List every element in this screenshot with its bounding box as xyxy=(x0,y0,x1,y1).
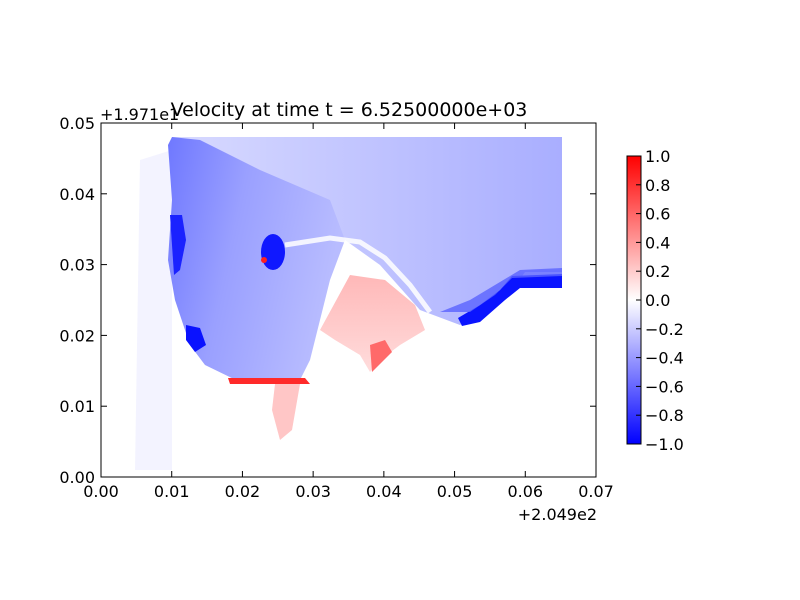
heatmap-positive-plume xyxy=(320,275,425,372)
colorbar-tick-label: 0.8 xyxy=(645,176,670,195)
x-axis: 0.00 0.01 0.02 0.03 0.04 0.05 0.06 0.07 xyxy=(83,123,614,501)
y-offset-label: +1.971e1 xyxy=(100,105,179,124)
heatmap-main-basin xyxy=(168,137,345,382)
y-tick-label: 0.02 xyxy=(59,326,95,345)
colorbar-tick-label: −0.4 xyxy=(645,349,684,368)
colorbar-tick-label: −0.6 xyxy=(645,377,684,396)
heatmap-strong-negative-west xyxy=(170,215,186,275)
colorbar-tick-label: 1.0 xyxy=(645,147,670,166)
x-tick-label: 0.04 xyxy=(366,482,402,501)
x-tick-label: 0.01 xyxy=(154,482,190,501)
y-tick-label: 0.04 xyxy=(59,185,95,204)
plot-frame xyxy=(100,122,597,478)
colorbar-tick-label: 0.2 xyxy=(645,262,670,281)
heatmap-plume-core xyxy=(370,340,392,372)
x-tick-label: 0.05 xyxy=(437,482,473,501)
x-tick-label: 0.02 xyxy=(225,482,261,501)
colorbar-tick-label: −1.0 xyxy=(645,435,684,454)
heatmap-field xyxy=(135,137,562,470)
colorbar-ticks: 1.0 0.8 0.6 0.4 0.2 0.0 −0.2 −0.4 −0.6 −0.8 −1.0 xyxy=(636,147,684,454)
heatmap-strong-negative-sw xyxy=(186,325,206,352)
x-tick-label: 0.07 xyxy=(578,482,614,501)
chart-title: Velocity at time t = 6.52500000e+03 xyxy=(171,99,528,121)
colorbar-tick-label: 0.4 xyxy=(645,233,670,252)
x-offset-label: +2.049e2 xyxy=(518,505,597,524)
y-tick-label: 0.03 xyxy=(59,256,95,275)
heatmap-negative-east-halo xyxy=(440,268,562,312)
y-tick-label: 0.05 xyxy=(59,114,95,133)
heatmap-eddy xyxy=(261,234,285,270)
colorbar-tick-label: −0.2 xyxy=(645,320,684,339)
x-tick-label: 0.06 xyxy=(507,482,543,501)
colorbar-tick-label: −0.8 xyxy=(645,406,684,425)
y-tick-label: 0.00 xyxy=(59,468,95,487)
x-tick-label: 0.03 xyxy=(295,482,331,501)
heatmap-faint-region xyxy=(135,150,172,470)
y-axis: 0.00 0.01 0.02 0.03 0.04 0.05 xyxy=(59,114,596,487)
heatmap-southern-strip xyxy=(228,378,310,384)
heatmap-front xyxy=(284,235,433,314)
heatmap-southern-plume xyxy=(272,384,300,440)
colorbar-tick-label: 0.0 xyxy=(645,291,670,310)
x-tick-label: 0.00 xyxy=(83,482,119,501)
colorbar-tick-label: 0.6 xyxy=(645,205,670,224)
y-tick-label: 0.01 xyxy=(59,397,95,416)
colorbar: 1.0 0.8 0.6 0.4 0.2 0.0 −0.2 −0.4 −0.6 −0.8 −1.0 xyxy=(626,147,684,454)
heatmap-strong-negative-east xyxy=(458,274,562,326)
heatmap-eddy-core xyxy=(261,257,267,263)
